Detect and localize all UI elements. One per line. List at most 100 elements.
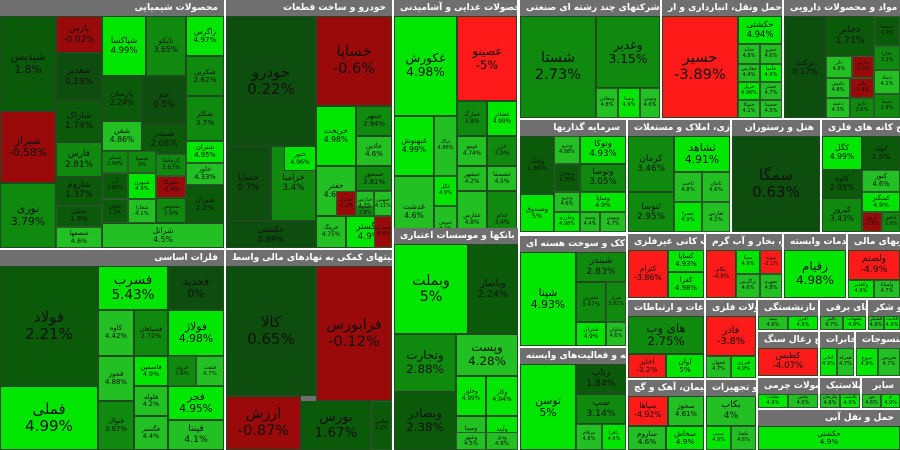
- treemap-tile[interactable]: اخابر -3.2%: [628, 354, 666, 378]
- treemap-tile[interactable]: سخاش 4.9%: [666, 426, 704, 450]
- treemap-tile[interactable]: کترام -3.86%: [628, 250, 668, 298]
- treemap-tile[interactable]: خساپا 0.7%: [226, 146, 271, 221]
- treemap-tile[interactable]: شپلی 1.9%: [56, 205, 102, 227]
- treemap-tile[interactable]: خساپا -0.6%: [316, 16, 392, 106]
- treemap-tile[interactable]: شفارا 4.1%: [128, 199, 156, 223]
- treemap-tile[interactable]: وتوصا 3.05%: [580, 164, 626, 192]
- treemap-tile[interactable]: غزر 3.9%: [487, 136, 517, 166]
- treemap-tile[interactable]: وساپا 4.9%: [580, 192, 626, 212]
- treemap-tile[interactable]: دکیمی 4.8%: [826, 78, 850, 98]
- treemap-tile[interactable]: کمنگنز 4.9%: [862, 192, 900, 212]
- treemap-tile[interactable]: خدیزل -1.2%: [336, 191, 356, 216]
- treemap-tile[interactable]: شدوص 3.9%: [156, 198, 186, 223]
- treemap-tile[interactable]: کروی -1.8%: [862, 212, 882, 232]
- treemap-tile[interactable]: اطلس 1.2%: [371, 401, 392, 450]
- treemap-tile[interactable]: وکغدیر 4.9%: [848, 280, 874, 298]
- treemap-tile[interactable]: شملی 2.94%: [102, 151, 128, 173]
- treemap-tile[interactable]: وتجارت 2.88%: [394, 334, 456, 392]
- treemap-tile[interactable]: نخریس 4.7%: [878, 348, 900, 376]
- treemap-tile[interactable]: فاذر -3.8%: [706, 316, 756, 356]
- treemap-tile[interactable]: فروی 3.6%: [168, 356, 196, 386]
- treemap-tile[interactable]: های وب 2.75%: [628, 316, 704, 354]
- treemap-tile[interactable]: شکلر 3.7%: [186, 96, 224, 141]
- treemap-tile[interactable]: فسرب 5.43%: [98, 266, 168, 310]
- treemap-tile[interactable]: حبندر 4.7%: [760, 82, 782, 100]
- treemap-tile[interactable]: وصنا 4.9%: [618, 88, 640, 118]
- treemap-tile[interactable]: غپاک 4.86%: [434, 116, 457, 176]
- treemap-tile[interactable]: خرینگ 4.75%: [316, 216, 346, 248]
- treemap-tile[interactable]: حکشتی 4.9%: [758, 426, 900, 450]
- treemap-tile[interactable]: ومعادن 4.8%: [596, 88, 618, 118]
- treemap-tile[interactable]: سمگا 0.63%: [732, 136, 820, 232]
- treemap-tile[interactable]: شاروم 1.37%: [56, 177, 102, 205]
- treemap-tile[interactable]: فجهان 4.7%: [706, 356, 731, 378]
- treemap-tile[interactable]: فارس 2.81%: [56, 142, 102, 177]
- treemap-tile[interactable]: وتوکا 4.93%: [580, 136, 626, 164]
- treemap-tile[interactable]: کاوه 2.05%: [822, 170, 862, 198]
- treemap-tile[interactable]: حتاید 4.8%: [738, 44, 760, 64]
- treemap-tile[interactable]: حکشتی 4.94%: [738, 16, 782, 44]
- treemap-tile[interactable]: شپنا 4.93%: [520, 252, 576, 346]
- treemap-tile[interactable]: ثعمرا 4.9%: [674, 202, 702, 232]
- treemap-tile[interactable]: وپاسار 2.24%: [468, 244, 518, 334]
- treemap-tile[interactable]: ومعادن 1.76%: [554, 164, 580, 192]
- treemap-tile[interactable]: نبروج 4.9%: [856, 348, 878, 376]
- treemap-tile[interactable]: کرماشا 3.63%: [156, 154, 186, 176]
- treemap-tile[interactable]: بپیوند -2.1%: [760, 250, 782, 274]
- treemap-tile[interactable]: شفن 4.86%: [102, 121, 142, 151]
- treemap-tile[interactable]: دسینا 2.9%: [874, 94, 900, 118]
- treemap-tile[interactable]: حآسا 4.9%: [760, 64, 782, 82]
- treemap-tile[interactable]: دالبر -1.4%: [850, 78, 874, 98]
- treemap-tile[interactable]: نوری 3.79%: [0, 183, 56, 248]
- treemap-tile[interactable]: مرقام 4.8%: [576, 424, 602, 450]
- treemap-tile[interactable]: شاوان 4.6%: [606, 322, 626, 346]
- treemap-tile[interactable]: تپمپی 4.9%: [706, 426, 731, 450]
- treemap-tile[interactable]: سخوز 4.61%: [668, 396, 704, 426]
- treemap-tile[interactable]: غمارگ 3.8%: [457, 101, 487, 136]
- treemap-tile[interactable]: شبریز 3.47%: [576, 282, 606, 322]
- treemap-tile[interactable]: وبانک 1.86%: [520, 136, 554, 194]
- treemap-tile[interactable]: کبافق 3.9%: [882, 212, 900, 232]
- treemap-tile[interactable]: نایکو 3.65%: [146, 16, 186, 76]
- treemap-tile[interactable]: زاگرس 4.97%: [186, 16, 224, 56]
- treemap-tile[interactable]: کنور 4.6%: [862, 170, 900, 192]
- treemap-tile[interactable]: شبهرن 4.9%: [128, 173, 156, 199]
- treemap-tile[interactable]: پلاست 4.9%: [840, 394, 860, 408]
- treemap-tile[interactable]: س 4.6%: [862, 394, 881, 408]
- treemap-tile[interactable]: حسینا 4.5%: [760, 100, 782, 118]
- treemap-tile[interactable]: ونیرو 4.6%: [554, 192, 580, 212]
- treemap-tile[interactable]: وخاور 4.99%: [456, 376, 486, 416]
- treemap-tile[interactable]: کالا 0.65%: [226, 266, 316, 396]
- treemap-tile[interactable]: بشاب 4.9%: [758, 394, 788, 408]
- treemap-tile[interactable]: وشهر 4.5%: [456, 432, 486, 450]
- treemap-tile[interactable]: وغدیر 3.15%: [596, 16, 660, 88]
- treemap-tile[interactable]: غصینو -5%: [457, 16, 517, 101]
- treemap-tile[interactable]: قثابت 4.9%: [884, 316, 900, 330]
- treemap-tile[interactable]: همراه 4.7%: [837, 348, 854, 376]
- treemap-tile[interactable]: خکشتی 0.89%: [226, 221, 316, 248]
- treemap-tile[interactable]: وپست 4.28%: [456, 334, 518, 376]
- treemap-tile[interactable]: وبملت 5%: [394, 244, 468, 334]
- treemap-tile[interactable]: غکورش 4.98%: [394, 16, 457, 116]
- treemap-tile[interactable]: فگستر 4.4%: [134, 416, 168, 450]
- treemap-tile[interactable]: شکربن 2.62%: [186, 56, 224, 96]
- treemap-tile[interactable]: برکت 0.12%: [784, 16, 826, 118]
- treemap-tile[interactable]: وکار 4.94%: [486, 376, 518, 416]
- treemap-tile[interactable]: شراز 3.81%: [606, 282, 626, 322]
- treemap-tile[interactable]: ختور 4.96%: [284, 146, 316, 171]
- treemap-tile[interactable]: غبشهر 4.2%: [457, 166, 487, 191]
- treemap-tile[interactable]: فنفت 4.7%: [196, 356, 224, 386]
- treemap-tile[interactable]: شصفها 4.6%: [56, 227, 102, 248]
- treemap-tile[interactable]: بالبر 4.7%: [820, 316, 843, 330]
- treemap-tile[interactable]: غپینو 4.74%: [457, 136, 487, 166]
- treemap-tile[interactable]: بجهرم 4.8%: [760, 274, 782, 298]
- treemap-tile[interactable]: زقیام 4.98%: [784, 250, 846, 298]
- treemap-tile[interactable]: م 4.9%: [881, 394, 900, 408]
- treemap-tile[interactable]: دجابر 1.71%: [826, 16, 874, 56]
- treemap-tile[interactable]: خاور 4.33%: [186, 163, 224, 185]
- treemap-tile[interactable]: کرمان 3.46%: [628, 136, 674, 192]
- treemap-tile[interactable]: خمحور 3.81%: [356, 166, 392, 191]
- treemap-tile[interactable]: کپرور 3.43%: [822, 198, 862, 232]
- treemap-tile[interactable]: بکاب 4%: [706, 396, 756, 426]
- treemap-tile[interactable]: شاراک 1.74%: [56, 100, 102, 142]
